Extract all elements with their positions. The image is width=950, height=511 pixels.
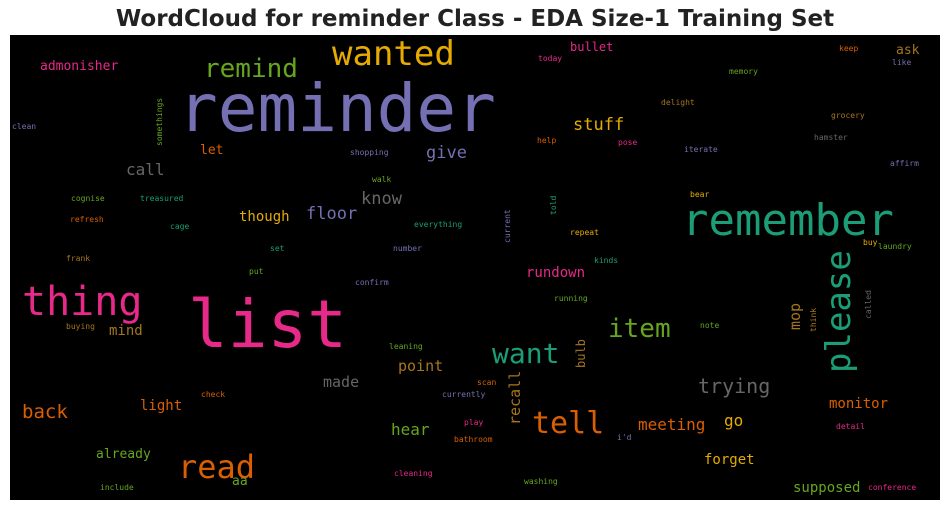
word-point: point <box>398 357 443 375</box>
word-mop: mop <box>786 303 804 330</box>
word-frank: frank <box>66 254 90 263</box>
word-supposed: supposed <box>793 480 860 496</box>
word-remind: remind <box>204 54 298 84</box>
word-floor: floor <box>306 204 357 224</box>
word-number: number <box>393 244 422 253</box>
word-called: called <box>864 290 873 319</box>
word-mind: mind <box>109 323 143 339</box>
word-made: made <box>323 373 359 391</box>
word-ask: ask <box>896 43 920 58</box>
word-aa: aa <box>232 474 248 489</box>
word-affirm: affirm <box>890 159 919 168</box>
word-item: item <box>608 314 671 344</box>
word-clean: clean <box>12 122 36 131</box>
word-walk: walk <box>372 175 391 184</box>
word-today: today <box>538 54 562 63</box>
word-currently: currently <box>442 390 486 399</box>
word-cognise: cognise <box>71 194 105 203</box>
word-bear: bear <box>690 190 709 199</box>
word-monitor: monitor <box>829 396 888 412</box>
word-remember: remember <box>682 195 894 246</box>
word-hear: hear <box>391 420 430 439</box>
word-bullet: bullet <box>570 40 613 54</box>
word-help: help <box>537 136 556 145</box>
word-tell: tell <box>532 406 604 441</box>
word-read: read <box>178 448 255 486</box>
word-current: current <box>503 209 512 243</box>
word-conference: conference <box>868 483 916 492</box>
word-include: include <box>100 483 134 492</box>
word-refresh: refresh <box>70 215 104 224</box>
word-scan: scan <box>477 378 496 387</box>
word-shopping: shopping <box>350 148 389 157</box>
word-i-d: i'd <box>617 433 632 442</box>
word-leaning: leaning <box>389 342 423 351</box>
wordcloud-svg: reminder list remember thing wanted please rea… <box>12 35 920 496</box>
word-forget: forget <box>704 452 755 468</box>
word-bathroom: bathroom <box>454 435 493 444</box>
word-kinds: kinds <box>594 256 618 265</box>
word-detail: detail <box>836 422 865 431</box>
word-please: please <box>819 250 859 373</box>
word-meeting: meeting <box>638 415 705 434</box>
word-somethings: somethings <box>155 98 164 146</box>
word-cleaning: cleaning <box>394 469 433 478</box>
word-treasured: treasured <box>140 194 184 203</box>
word-list: list <box>188 286 347 363</box>
word-like: like <box>892 58 911 67</box>
word-buying: buying <box>66 322 95 331</box>
word-play: play <box>464 418 483 427</box>
word-already: already <box>96 447 151 462</box>
word-running: running <box>554 294 588 303</box>
word-stuff: stuff <box>573 115 624 135</box>
word-told: told <box>549 196 558 215</box>
word-buy: buy <box>863 238 878 247</box>
word-admonisher: admonisher <box>40 59 118 74</box>
word-cage: cage <box>170 222 189 231</box>
word-hamster: hamster <box>814 133 848 142</box>
word-laundry: laundry <box>878 242 912 251</box>
word-give: give <box>426 143 467 163</box>
word-pose: pose <box>618 138 637 147</box>
word-note: note <box>700 321 719 330</box>
word-memory: memory <box>729 67 758 76</box>
word-know: know <box>361 189 403 209</box>
word-light: light <box>140 398 182 414</box>
word-think: think <box>809 308 818 332</box>
word-repeat: repeat <box>570 228 599 237</box>
word-recall: recall <box>506 371 524 425</box>
word-set: set <box>270 244 285 253</box>
word-wanted: wanted <box>332 35 455 74</box>
chart-title: WordCloud for reminder Class - EDA Size-… <box>115 6 835 32</box>
word-back: back <box>22 401 68 423</box>
word-check: check <box>201 390 225 399</box>
word-washing: washing <box>524 477 558 486</box>
word-confirm: confirm <box>355 278 389 287</box>
word-rundown: rundown <box>526 265 585 281</box>
word-put: put <box>249 267 264 276</box>
word-keep: keep <box>839 44 858 53</box>
word-trying: trying <box>698 374 770 398</box>
word-go: go <box>724 411 743 430</box>
word-grocery: grocery <box>831 111 865 120</box>
word-though: though <box>239 209 290 225</box>
word-iterate: iterate <box>684 145 718 154</box>
word-thing: thing <box>22 279 142 325</box>
word-want: want <box>492 337 559 370</box>
wordcloud-canvas: reminder list remember thing wanted please rea… <box>10 35 940 500</box>
word-let: let <box>200 143 223 158</box>
word-bulb: bulb <box>574 339 588 368</box>
word-reminder: reminder <box>178 70 496 147</box>
word-call: call <box>126 160 165 179</box>
word-delight: delight <box>661 98 695 107</box>
word-everything: everything <box>414 220 462 229</box>
